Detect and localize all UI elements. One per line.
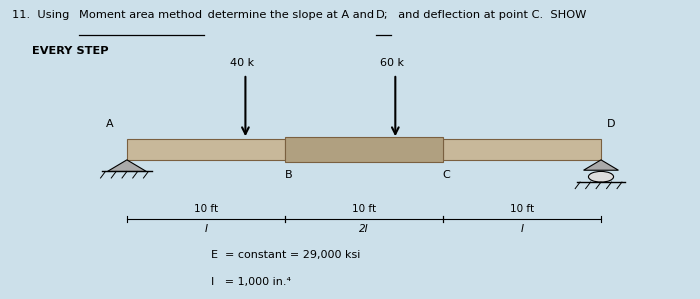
Text: 2I: 2I (359, 225, 369, 234)
Bar (285, 137, 443, 162)
Text: D: D (607, 119, 616, 129)
Circle shape (589, 171, 613, 182)
Text: B: B (285, 170, 292, 180)
Polygon shape (584, 160, 618, 170)
Text: I: I (521, 225, 524, 234)
Text: EVERY STEP: EVERY STEP (12, 46, 109, 56)
Text: 40 k: 40 k (230, 58, 254, 68)
Text: 10 ft: 10 ft (510, 204, 534, 214)
Text: D;: D; (376, 10, 389, 20)
Bar (443, 139, 601, 160)
Bar (127, 139, 285, 160)
Text: 60 k: 60 k (380, 58, 404, 68)
Text: A: A (106, 119, 113, 129)
Text: E  = constant = 29,000 ksi: E = constant = 29,000 ksi (211, 250, 360, 260)
Text: 11.  Using: 11. Using (12, 10, 73, 20)
Text: Moment area method: Moment area method (80, 10, 202, 20)
Text: I: I (204, 225, 207, 234)
Text: 10 ft: 10 ft (352, 204, 376, 214)
Text: determine the slope at A and: determine the slope at A and (204, 10, 377, 20)
Text: and deflection at point C.  SHOW: and deflection at point C. SHOW (391, 10, 587, 20)
Text: 10 ft: 10 ft (194, 204, 218, 214)
Polygon shape (107, 160, 146, 172)
Text: C: C (442, 170, 450, 180)
Text: I   = 1,000 in.⁴: I = 1,000 in.⁴ (211, 277, 290, 287)
